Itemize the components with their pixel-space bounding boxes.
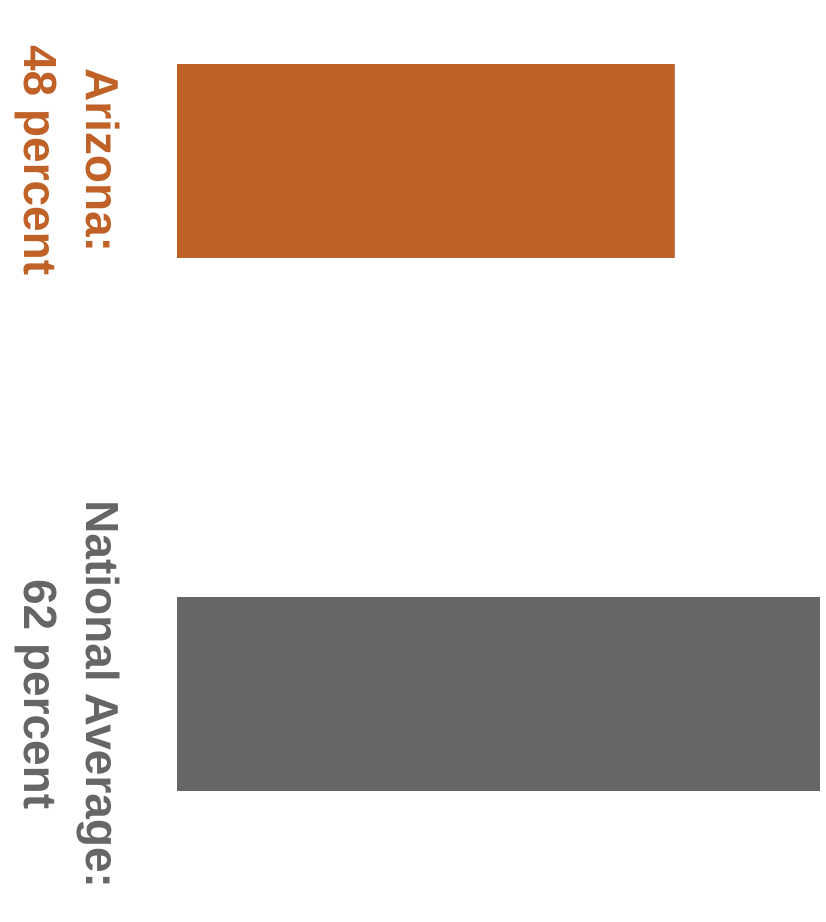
- bar-arizona: [177, 64, 675, 258]
- value-label-national-average: 62 percent: [14, 579, 66, 809]
- category-label-arizona: Arizona:: [76, 68, 128, 252]
- value-label-arizona: 48 percent: [14, 45, 66, 275]
- label-group-national-average: National Average: 62 percent: [14, 500, 128, 888]
- category-label-national-average: National Average:: [76, 500, 128, 888]
- bar-national-average: [177, 597, 820, 791]
- label-group-arizona: Arizona: 48 percent: [14, 45, 128, 275]
